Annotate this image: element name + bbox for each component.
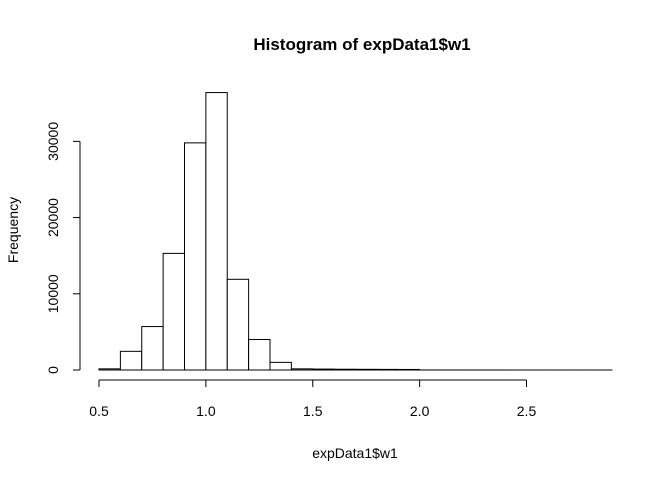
histogram-bar-1 [119,350,143,371]
y-tick-label-0: 0 [45,366,61,374]
x-axis-label: expData1$w1 [312,445,398,461]
y-tick-label-1: 10000 [45,274,61,313]
x-tick-label-1: 1.0 [196,403,216,419]
histogram-bar-3 [162,252,185,371]
x-tick-label-0: 0.5 [89,403,109,419]
chart-title: Histogram of expData1$w1 [253,35,470,54]
y-tick-label-3: 30000 [45,122,61,161]
histogram-bar-5 [205,92,228,371]
histogram-bar-10 [312,368,335,371]
x-tick-label-2: 1.5 [303,403,323,419]
histogram-bar-2 [141,326,164,371]
x-axis: 0.5 1.0 1.5 2.0 2.5 [89,379,537,419]
x-tick-label-4: 2.5 [517,403,537,419]
histogram-bar-13 [376,368,399,371]
histogram-bar-14 [397,368,421,371]
y-tick-label-2: 20000 [45,198,61,237]
histogram-bar-7 [248,339,271,371]
histogram-bar-12 [355,368,378,371]
histogram-bar-6 [226,278,250,371]
bars-group [98,92,613,371]
histogram-bar-8 [269,361,292,371]
x-tick-label-3: 2.0 [410,403,430,419]
y-axis-label: Frequency [5,197,21,263]
histogram-bar-9 [290,368,314,371]
histogram-bar-0 [98,368,121,371]
histogram-bar-4 [184,142,207,371]
histogram-bar-11 [333,368,356,371]
y-axis: 0 10000 20000 30000 [45,122,81,374]
